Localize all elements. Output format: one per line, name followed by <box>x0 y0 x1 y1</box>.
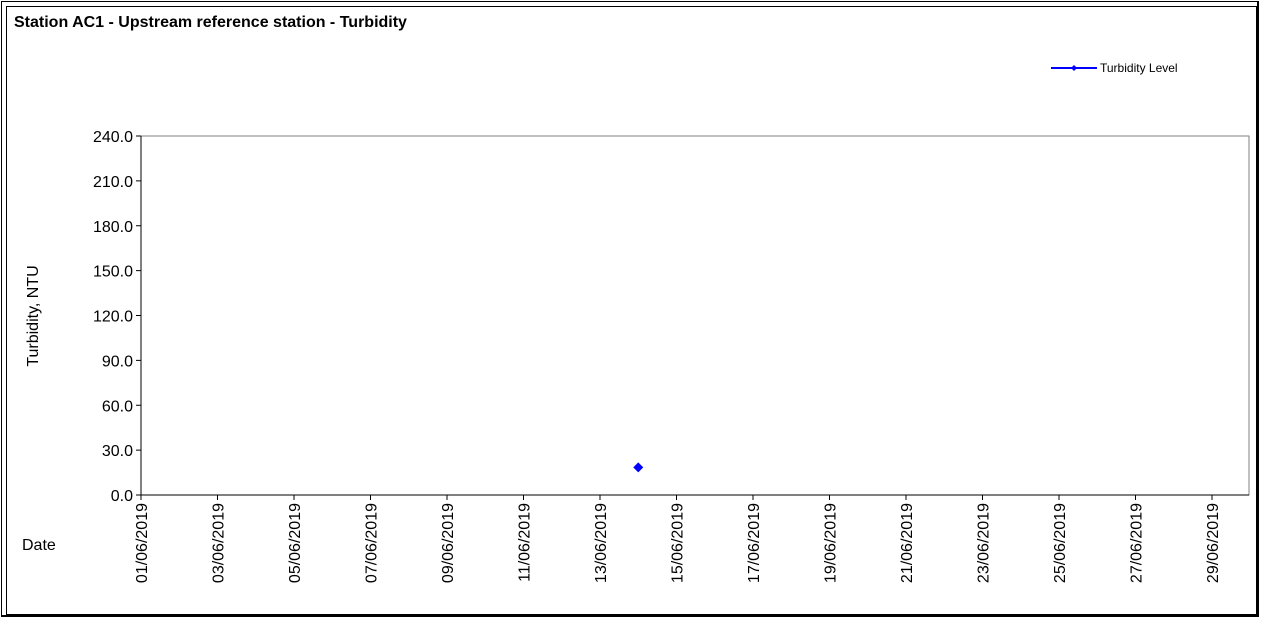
y-axis-ticks: 0.0 30.0 60.0 90.0 120.0 150.0 180.0 210.0 240.0 <box>93 129 141 505</box>
x-tick-label: 11/06/2019 <box>517 503 534 582</box>
y-tick-label: 240.0 <box>93 129 133 146</box>
x-tick-label: 15/06/2019 <box>670 503 687 583</box>
plot-area <box>140 135 1250 496</box>
legend: Turbidity Level <box>1051 61 1178 75</box>
x-axis-ticks: 01/06/2019 03/06/2019 05/06/2019 07/06/2019… <box>134 495 1222 583</box>
x-tick-label: 25/06/2019 <box>1052 503 1069 583</box>
y-tick-label: 120.0 <box>93 309 133 326</box>
y-tick-label: 60.0 <box>102 398 133 415</box>
x-tick-label: 29/06/2019 <box>1205 503 1222 583</box>
y-tick-label: 30.0 <box>102 443 133 460</box>
x-tick-label: 03/06/2019 <box>211 503 228 583</box>
x-tick-label: 13/06/2019 <box>593 503 610 583</box>
y-tick-label: 150.0 <box>93 264 133 281</box>
x-tick-label: 07/06/2019 <box>364 503 381 583</box>
chart-title: Station AC1 - Upstream reference station… <box>14 14 407 31</box>
y-tick-label: 90.0 <box>102 353 133 370</box>
x-tick-label: 09/06/2019 <box>440 503 457 583</box>
legend-marker <box>1071 65 1077 71</box>
series-points <box>633 462 644 473</box>
x-tick-label: 01/06/2019 <box>134 503 151 583</box>
y-tick-label: 210.0 <box>93 174 133 191</box>
y-axis-title: Turbidity, NTU <box>25 265 42 366</box>
x-tick-label: 05/06/2019 <box>287 503 304 583</box>
x-tick-label: 21/06/2019 <box>899 503 916 583</box>
data-point <box>633 462 644 473</box>
x-tick-label: 19/06/2019 <box>823 503 840 583</box>
x-tick-label: 23/06/2019 <box>976 503 993 583</box>
x-tick-label: 17/06/2019 <box>746 503 763 583</box>
x-axis-title: Date <box>22 537 56 554</box>
chart-frame <box>6 6 1257 615</box>
legend-label: Turbidity Level <box>1100 61 1178 75</box>
y-tick-label: 180.0 <box>93 219 133 236</box>
x-tick-label: 27/06/2019 <box>1129 503 1146 583</box>
y-tick-label: 0.0 <box>111 488 133 505</box>
